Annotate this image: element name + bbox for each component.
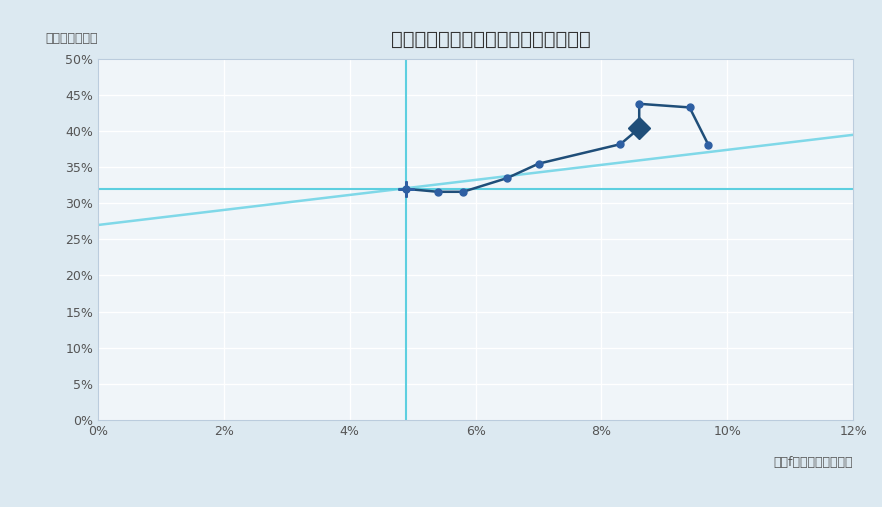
- Text: 売上高総利益率: 売上高総利益率: [45, 31, 98, 45]
- Text: 売上f高研究開発費比率: 売上f高研究開発費比率: [774, 456, 853, 469]
- Title: タムロン　研究開発費比率・総利益率: タムロン 研究開発費比率・総利益率: [391, 30, 591, 49]
